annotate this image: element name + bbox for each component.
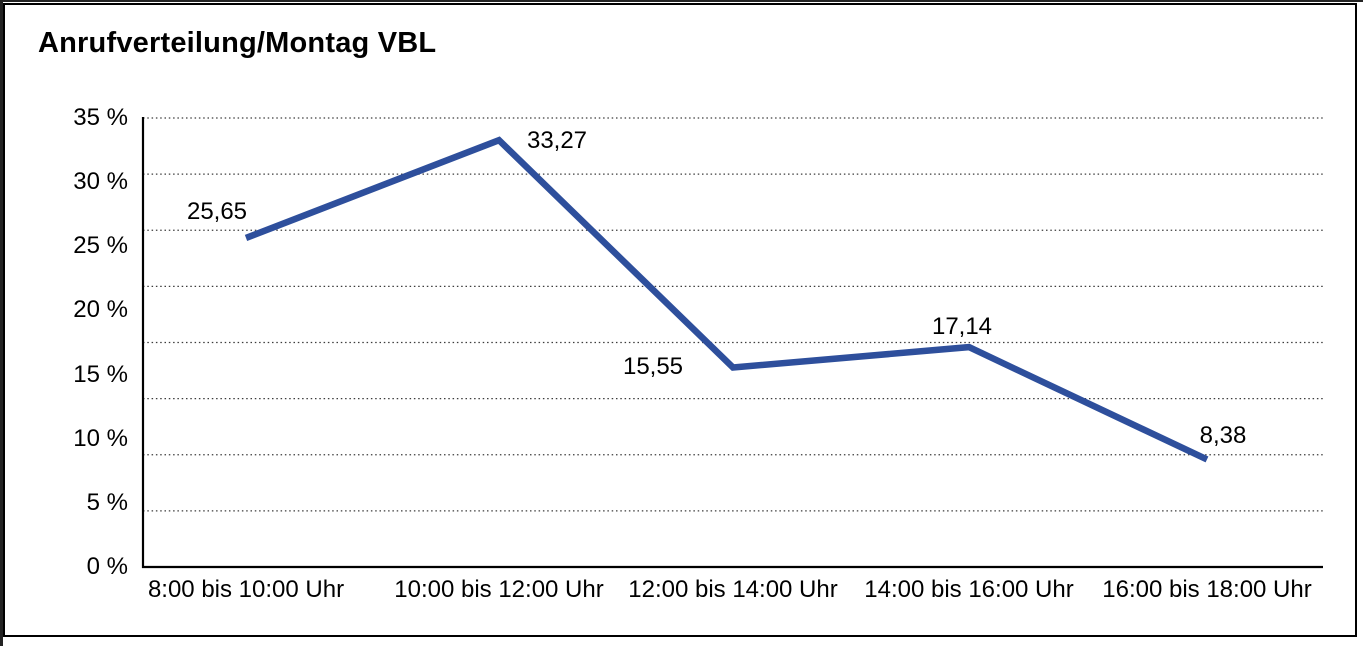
series-line [244,136,1209,463]
chart-title: Anrufverteilung/Montag VBL [38,27,437,59]
